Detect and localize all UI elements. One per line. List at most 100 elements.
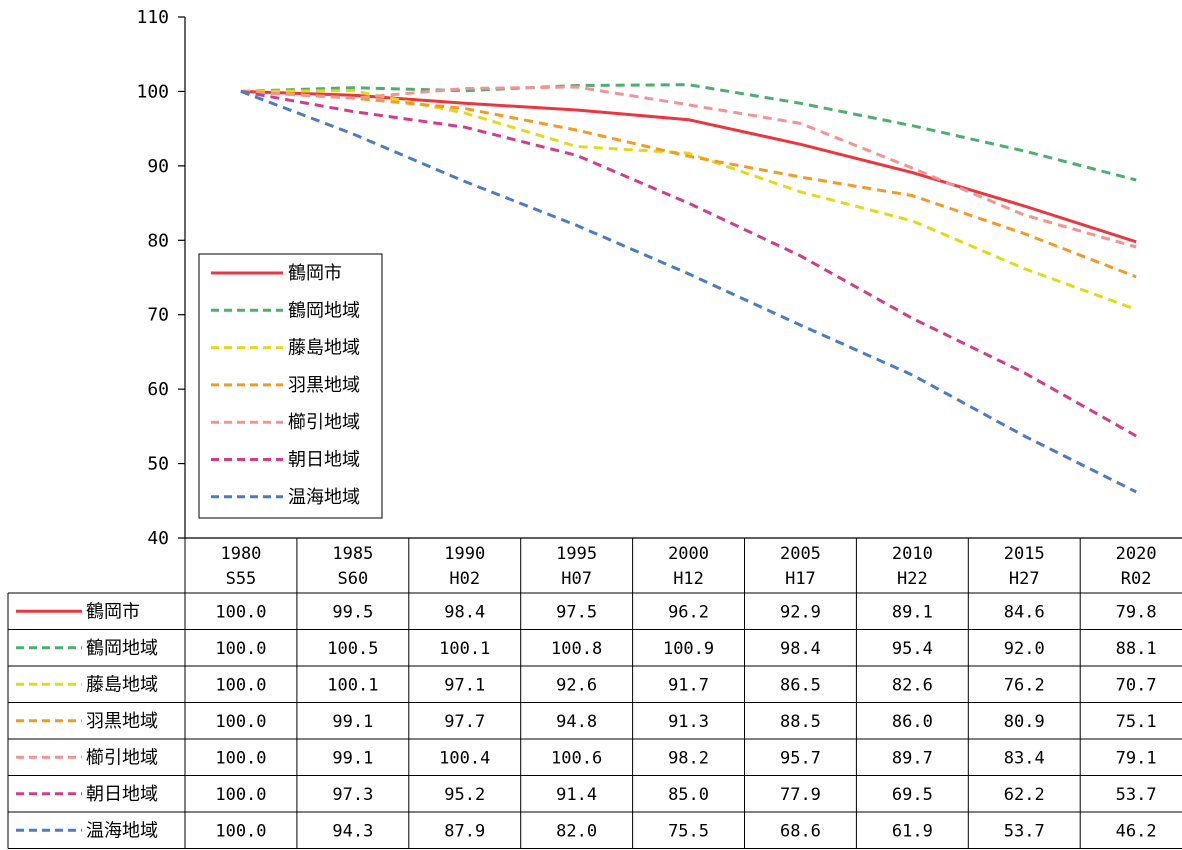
table-cell-value: 100.0 <box>215 712 266 732</box>
category-year-label: 2015 <box>1004 544 1045 564</box>
table-cell-value: 100.1 <box>327 675 378 695</box>
category-year-label: 2005 <box>780 544 821 564</box>
table-cell-value: 53.7 <box>1004 821 1045 841</box>
table-cell-value: 100.0 <box>215 785 266 805</box>
table-cell-value: 75.1 <box>1116 712 1157 732</box>
table-cell-value: 91.7 <box>668 675 709 695</box>
series-line <box>240 89 1137 438</box>
y-tick-label: 60 <box>147 379 169 400</box>
y-tick-label: 110 <box>136 7 169 28</box>
table-cell-value: 79.1 <box>1116 748 1157 768</box>
table-cell-value: 100.9 <box>663 639 714 659</box>
table-cell-value: 92.9 <box>780 602 821 622</box>
table-cell-value: 100.0 <box>215 821 266 841</box>
legend-label: 羽黒地域 <box>288 375 360 396</box>
category-year-label: 1990 <box>444 544 485 564</box>
table-cell-value: 99.1 <box>332 712 373 732</box>
series-line <box>240 89 1137 279</box>
legend-label: 鶴岡市 <box>288 263 342 284</box>
table-cell-value: 86.5 <box>780 675 821 695</box>
table-cell-value: 92.6 <box>556 675 597 695</box>
series-line <box>240 89 1137 494</box>
table-cell-value: 76.2 <box>1004 675 1045 695</box>
category-year-label: 1980 <box>220 544 261 564</box>
legend-label: 櫛引地域 <box>288 412 360 433</box>
category-era-label: H17 <box>785 569 816 589</box>
table-cell-value: 85.0 <box>668 785 709 805</box>
table-cell-value: 100.0 <box>215 675 266 695</box>
table-cell-value: 83.4 <box>1004 748 1045 768</box>
table-cell-value: 91.3 <box>668 712 709 732</box>
table-cell-value: 100.0 <box>215 639 266 659</box>
table-cell-value: 77.9 <box>780 785 821 805</box>
table-cell-value: 95.4 <box>892 639 933 659</box>
table-cell-value: 100.0 <box>215 602 266 622</box>
table-cell-value: 99.1 <box>332 748 373 768</box>
category-era-label: H07 <box>561 569 592 589</box>
table-cell-value: 79.8 <box>1116 602 1157 622</box>
table-cell-value: 97.7 <box>444 712 485 732</box>
category-year-label: 1995 <box>556 544 597 564</box>
category-era-label: H02 <box>449 569 480 589</box>
row-series-label: 櫛引地域 <box>86 747 158 768</box>
table-cell-value: 94.3 <box>332 821 373 841</box>
series-line <box>240 83 1137 182</box>
y-tick-label: 50 <box>147 454 169 475</box>
table-cell-value: 87.9 <box>444 821 485 841</box>
legend-label: 鶴岡地域 <box>288 300 360 321</box>
y-tick-label: 70 <box>147 305 169 326</box>
y-tick-label: 100 <box>136 81 169 102</box>
table-cell-value: 100.4 <box>439 748 490 768</box>
category-year-label: 2000 <box>668 544 709 564</box>
table-cell-value: 100.8 <box>551 639 602 659</box>
table-cell-value: 97.1 <box>444 675 485 695</box>
category-era-label: H22 <box>897 569 928 589</box>
legend-label: 藤島地域 <box>288 338 360 359</box>
table-cell-value: 99.5 <box>332 602 373 622</box>
y-tick-label: 80 <box>147 230 169 251</box>
series-line <box>240 85 1137 249</box>
category-era-label: R02 <box>1121 569 1152 589</box>
table-cell-value: 89.1 <box>892 602 933 622</box>
category-year-label: 2020 <box>1116 544 1157 564</box>
table-cell-value: 94.8 <box>556 712 597 732</box>
table-cell-value: 62.2 <box>1004 785 1045 805</box>
table-cell-value: 80.9 <box>1004 712 1045 732</box>
category-era-label: S55 <box>226 569 257 589</box>
table-cell-value: 61.9 <box>892 821 933 841</box>
table-cell-value: 100.6 <box>551 748 602 768</box>
table-cell-value: 82.6 <box>892 675 933 695</box>
row-series-label: 朝日地域 <box>86 784 158 805</box>
category-era-label: S60 <box>337 569 368 589</box>
table-cell-value: 98.2 <box>668 748 709 768</box>
table-cell-value: 86.0 <box>892 712 933 732</box>
table-cell-value: 88.1 <box>1116 639 1157 659</box>
data-table: 1980 S55 1985 S60 1990 H02 1995 H07 2000 H12 2005 H… <box>7 537 1182 849</box>
table-cell-value: 70.7 <box>1116 675 1157 695</box>
category-year-label: 2010 <box>892 544 933 564</box>
series-line <box>240 89 1137 244</box>
table-cell-value: 75.5 <box>668 821 709 841</box>
table-cell-value: 89.7 <box>892 748 933 768</box>
category-era-label: H27 <box>1009 569 1040 589</box>
table-cell-value: 46.2 <box>1116 821 1157 841</box>
legend-label: 温海地域 <box>288 487 360 508</box>
category-era-label: H12 <box>673 569 704 589</box>
table-cell-value: 69.5 <box>892 785 933 805</box>
row-series-label: 羽黒地域 <box>86 711 158 732</box>
table-cell-value: 98.4 <box>444 602 485 622</box>
row-series-label: 藤島地域 <box>86 674 158 695</box>
plot-area: 40 50 60 70 80 90 100 110 <box>136 7 1137 549</box>
table-cell-value: 100.1 <box>439 639 490 659</box>
table-cell-value: 92.0 <box>1004 639 1045 659</box>
table-cell-value: 82.0 <box>556 821 597 841</box>
table-cell-value: 98.4 <box>780 639 821 659</box>
legend-label: 朝日地域 <box>288 450 360 471</box>
row-series-label: 温海地域 <box>86 820 158 841</box>
table-cell-value: 97.3 <box>332 785 373 805</box>
category-year-label: 1985 <box>332 544 373 564</box>
table-cell-value: 53.7 <box>1116 785 1157 805</box>
table-cell-value: 95.2 <box>444 785 485 805</box>
